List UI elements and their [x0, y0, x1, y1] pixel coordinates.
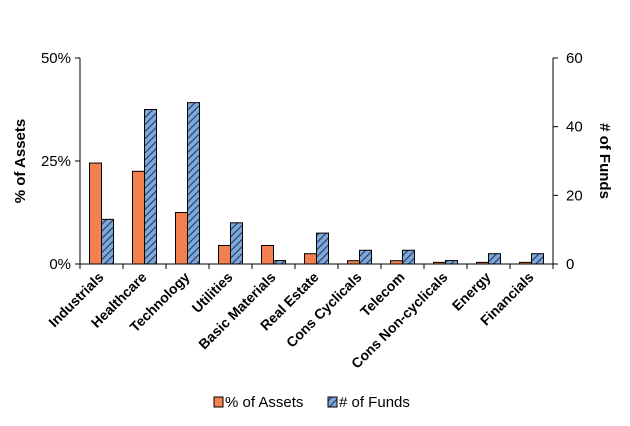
- left-tick-label: 25%: [41, 153, 71, 170]
- bar-assets: [218, 244, 231, 265]
- legend-label-funds: # of Funds: [339, 394, 410, 411]
- bar-funds: [531, 253, 544, 265]
- labels: 0%25%50%0204060IndustrialsHealthcareTech…: [12, 50, 613, 371]
- legend-swatch-funds: [327, 396, 338, 408]
- bar-funds: [316, 232, 329, 265]
- right-tick-label: 40: [566, 119, 583, 136]
- bar-assets: [261, 244, 274, 265]
- bar-assets: [433, 261, 446, 265]
- bar-assets: [304, 253, 317, 265]
- bar-assets: [132, 170, 145, 265]
- bar-funds: [445, 260, 458, 265]
- legend: % of Assets # of Funds: [213, 394, 410, 411]
- category-label: Basic Materials: [195, 269, 279, 353]
- left-tick-label: 50%: [41, 50, 71, 67]
- bars: [89, 102, 544, 265]
- bar-assets: [175, 212, 188, 265]
- left-axis-title: % of Assets: [12, 119, 29, 203]
- bar-assets: [347, 260, 360, 265]
- legend-swatch-assets: [213, 396, 224, 408]
- right-tick-label: 60: [566, 50, 583, 67]
- bar-funds: [273, 260, 286, 265]
- bar-funds: [359, 249, 372, 265]
- bar-funds: [230, 222, 243, 265]
- category-label: Cons Cyclicals: [283, 269, 365, 351]
- bar-assets: [519, 261, 532, 265]
- legend-label-assets: % of Assets: [225, 394, 303, 411]
- bar-funds: [144, 109, 157, 265]
- bar-funds: [402, 249, 415, 265]
- bar-assets: [476, 261, 489, 265]
- right-tick-label: 20: [566, 187, 583, 204]
- right-axis-title: # of Funds: [596, 123, 613, 199]
- bar-funds: [101, 218, 114, 265]
- bar-funds: [187, 102, 200, 265]
- left-tick-label: 0%: [49, 256, 71, 273]
- bar-funds: [488, 253, 501, 265]
- right-tick-label: 0: [566, 256, 574, 273]
- bar-assets: [89, 162, 102, 265]
- bar-assets: [390, 260, 403, 265]
